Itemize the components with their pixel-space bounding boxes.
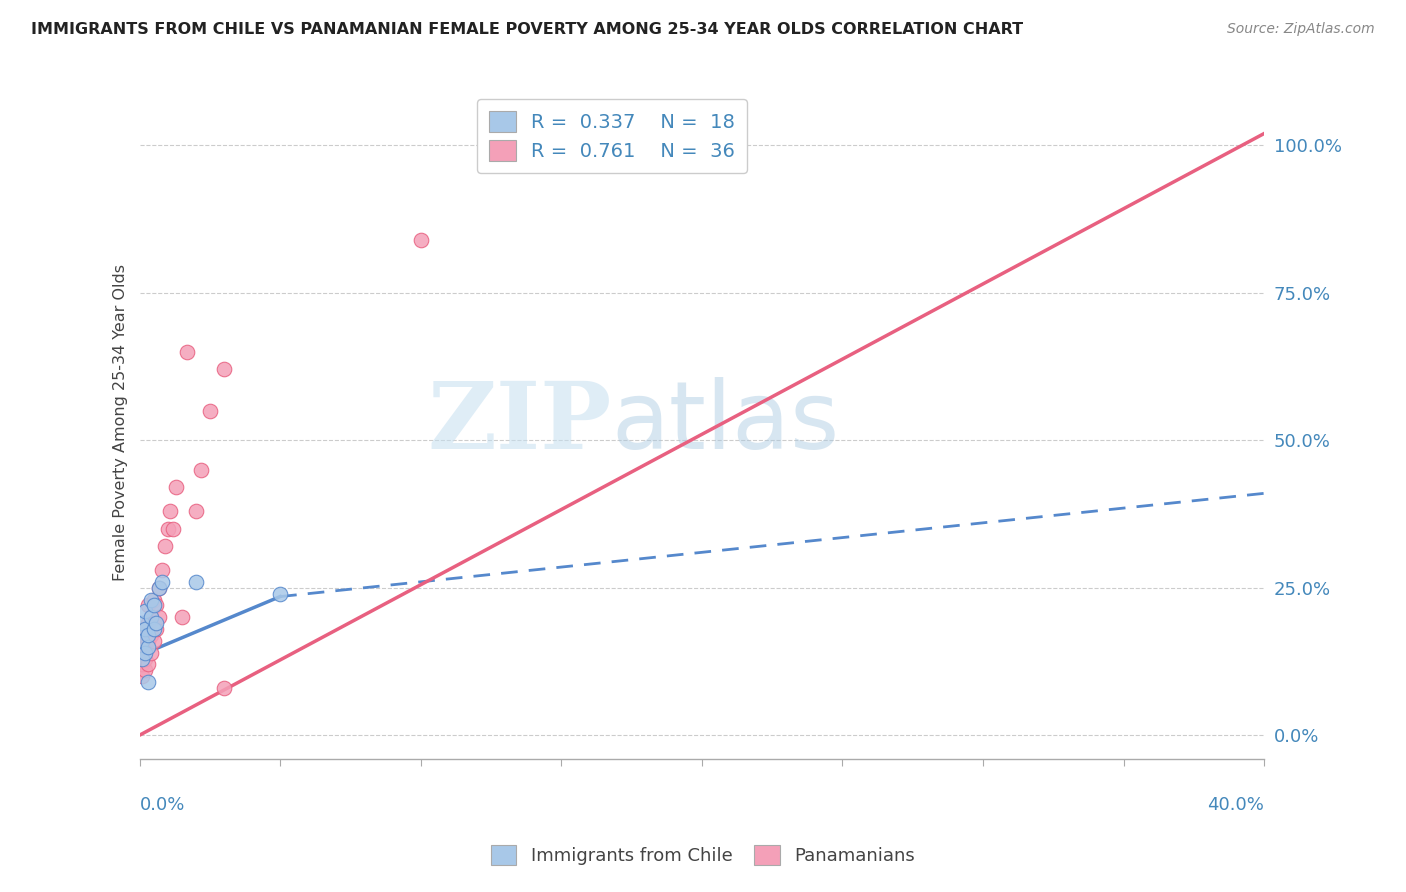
Point (134, 622, 156, 636)
Point (134, 651, 156, 665)
Point (212, 681, 235, 695)
Point (148, 581, 170, 595)
Point (142, 592, 165, 607)
Point (148, 581, 170, 595)
Point (136, 640, 159, 654)
Point (136, 599, 159, 613)
Point (170, 610, 193, 624)
Text: atlas: atlas (612, 376, 841, 468)
Point (139, 646, 162, 660)
Point (150, 563, 173, 577)
Point (139, 592, 162, 607)
Point (198, 404, 221, 418)
Legend: R =  0.337    N =  18, R =  0.761    N =  36: R = 0.337 N = 18, R = 0.761 N = 36 (477, 99, 747, 173)
Point (131, 616, 153, 631)
Point (131, 646, 153, 660)
Point (136, 657, 159, 672)
Point (269, 587, 291, 601)
Point (134, 646, 156, 660)
Point (131, 669, 153, 683)
Point (409, 233, 432, 247)
Text: Source: ZipAtlas.com: Source: ZipAtlas.com (1227, 22, 1375, 37)
Point (150, 574, 173, 589)
Text: 40.0%: 40.0% (1208, 796, 1264, 814)
Point (142, 599, 165, 613)
Point (162, 522, 184, 536)
Point (136, 628, 159, 642)
Y-axis label: Female Poverty Among 25-34 Year Olds: Female Poverty Among 25-34 Year Olds (114, 264, 128, 581)
Point (139, 610, 162, 624)
Point (142, 616, 165, 631)
Point (148, 610, 170, 624)
Point (134, 663, 156, 677)
Point (159, 504, 181, 518)
Point (131, 628, 153, 642)
Point (131, 651, 153, 665)
Point (134, 604, 156, 618)
Point (190, 463, 212, 477)
Point (139, 628, 162, 642)
Text: 0.0%: 0.0% (139, 796, 186, 814)
Point (134, 622, 156, 636)
Point (145, 616, 167, 631)
Point (176, 344, 198, 359)
Point (131, 633, 153, 648)
Point (184, 504, 207, 518)
Point (131, 657, 153, 672)
Legend: Immigrants from Chile, Panamanians: Immigrants from Chile, Panamanians (484, 838, 922, 872)
Point (136, 616, 159, 631)
Point (165, 480, 187, 494)
Point (142, 633, 165, 648)
Point (139, 610, 162, 624)
Point (134, 640, 156, 654)
Text: ZIP: ZIP (427, 377, 612, 467)
Point (145, 622, 167, 636)
Point (145, 599, 167, 613)
Point (156, 522, 179, 536)
Point (136, 675, 159, 690)
Point (184, 574, 207, 589)
Point (153, 540, 176, 554)
Point (142, 622, 165, 636)
Point (136, 633, 159, 648)
Point (212, 362, 235, 376)
Text: IMMIGRANTS FROM CHILE VS PANAMANIAN FEMALE POVERTY AMONG 25-34 YEAR OLDS CORRELA: IMMIGRANTS FROM CHILE VS PANAMANIAN FEMA… (31, 22, 1024, 37)
